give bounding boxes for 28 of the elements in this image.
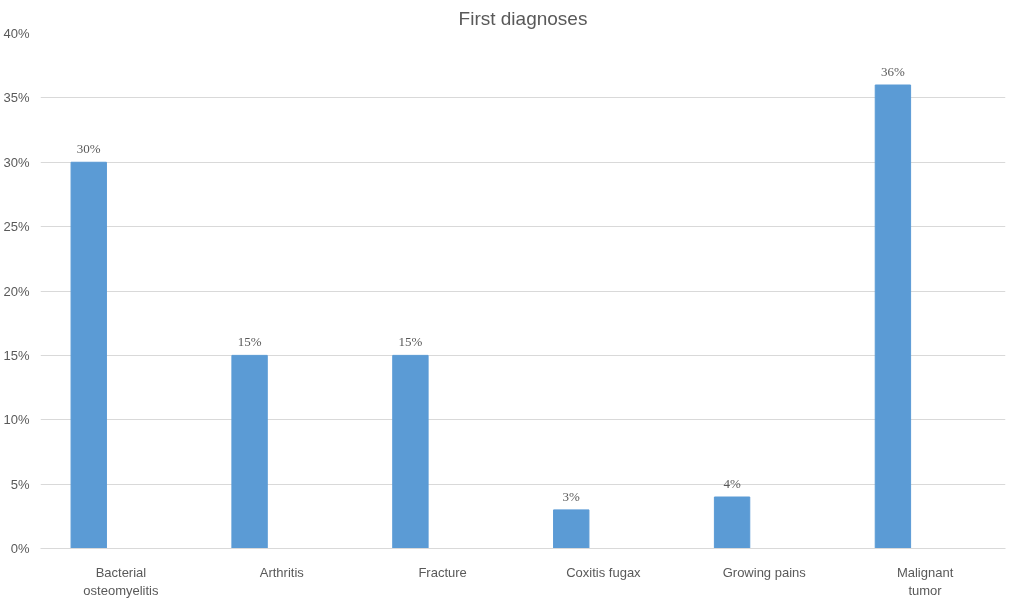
bar (874, 84, 912, 549)
data-label: 15% (237, 334, 262, 350)
data-label: 3% (562, 488, 581, 504)
y-tick-label: 40% (3, 26, 30, 41)
x-tick-label: Bacterial osteomyelitis (83, 564, 159, 598)
data-label: 15% (398, 334, 423, 350)
y-tick-label: 30% (3, 154, 30, 170)
bar (713, 496, 751, 549)
y-tick-label: 15% (3, 347, 30, 363)
data-label: 36% (881, 64, 905, 79)
x-tick-label: Coxitis fugax (566, 564, 642, 580)
y-tick-label: 35% (3, 90, 30, 106)
x-tick-label: Arthritis (259, 564, 305, 580)
bar (553, 509, 590, 549)
bar (392, 354, 429, 549)
x-tick-label: Malignant tumor (896, 564, 954, 598)
bar (70, 161, 107, 549)
bar (231, 354, 268, 549)
data-label: 30% (76, 141, 101, 157)
chart-title: First diagnoses (458, 7, 588, 29)
y-tick-label: 25% (3, 219, 30, 235)
x-tick-label: Growing pains (722, 564, 807, 580)
y-tick-label: 20% (3, 283, 30, 299)
x-tick-label: Fracture (418, 564, 467, 580)
data-label: 4% (723, 476, 741, 491)
y-tick-label: 5% (10, 476, 30, 492)
y-tick-label: 10% (3, 412, 30, 428)
y-tick-label: 0% (10, 541, 30, 556)
